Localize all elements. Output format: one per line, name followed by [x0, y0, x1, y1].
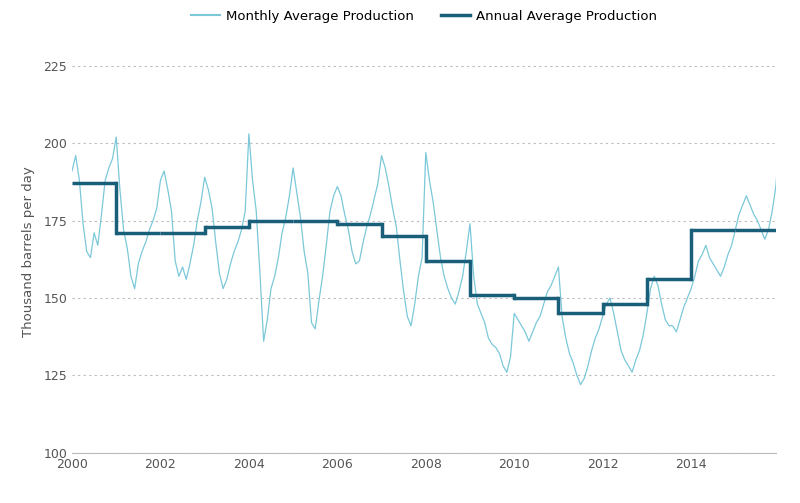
Monthly Average Production: [67, 168, 77, 174]
Monthly Average Production: [108, 155, 118, 161]
Monthly Average Production: [634, 348, 644, 354]
Monthly Average Production: [259, 338, 269, 344]
Monthly Average Production: [576, 382, 586, 388]
Monthly Average Production: [709, 261, 718, 267]
Legend: Monthly Average Production, Annual Average Production: Monthly Average Production, Annual Avera…: [186, 5, 662, 28]
Monthly Average Production: [782, 106, 792, 112]
Y-axis label: Thousand barrels per day: Thousand barrels per day: [22, 166, 35, 337]
Monthly Average Production: [682, 295, 692, 301]
Line: Monthly Average Production: Monthly Average Production: [72, 109, 787, 385]
Monthly Average Production: [443, 286, 453, 292]
